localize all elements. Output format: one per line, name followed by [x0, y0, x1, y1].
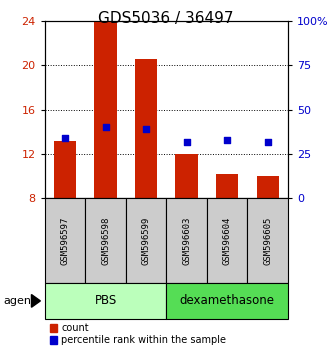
Bar: [166, 283, 288, 319]
Bar: [175, 154, 198, 198]
Text: GSM596603: GSM596603: [182, 217, 191, 265]
Bar: [94, 21, 117, 198]
Bar: [45, 283, 166, 319]
Text: GSM596598: GSM596598: [101, 217, 110, 265]
Legend: count, percentile rank within the sample: count, percentile rank within the sample: [50, 324, 226, 346]
Point: [265, 139, 270, 144]
Bar: [247, 198, 288, 283]
Text: PBS: PBS: [94, 295, 117, 307]
Text: GSM596604: GSM596604: [223, 217, 232, 265]
Text: GSM596599: GSM596599: [142, 217, 151, 265]
Bar: [45, 198, 85, 283]
Text: GDS5036 / 36497: GDS5036 / 36497: [98, 11, 233, 25]
Bar: [207, 198, 247, 283]
Point: [143, 126, 149, 132]
Bar: [54, 141, 76, 198]
Bar: [126, 198, 166, 283]
Bar: [135, 59, 157, 198]
Text: GSM596597: GSM596597: [61, 217, 70, 265]
Point: [224, 137, 230, 143]
Bar: [216, 174, 238, 198]
Point: [184, 139, 189, 144]
Text: GSM596605: GSM596605: [263, 217, 272, 265]
Text: agent: agent: [3, 296, 36, 306]
Bar: [166, 198, 207, 283]
Point: [103, 125, 108, 130]
Polygon shape: [31, 295, 40, 307]
Bar: [85, 198, 126, 283]
Bar: [257, 176, 279, 198]
Point: [62, 135, 68, 141]
Text: dexamethasone: dexamethasone: [180, 295, 275, 307]
